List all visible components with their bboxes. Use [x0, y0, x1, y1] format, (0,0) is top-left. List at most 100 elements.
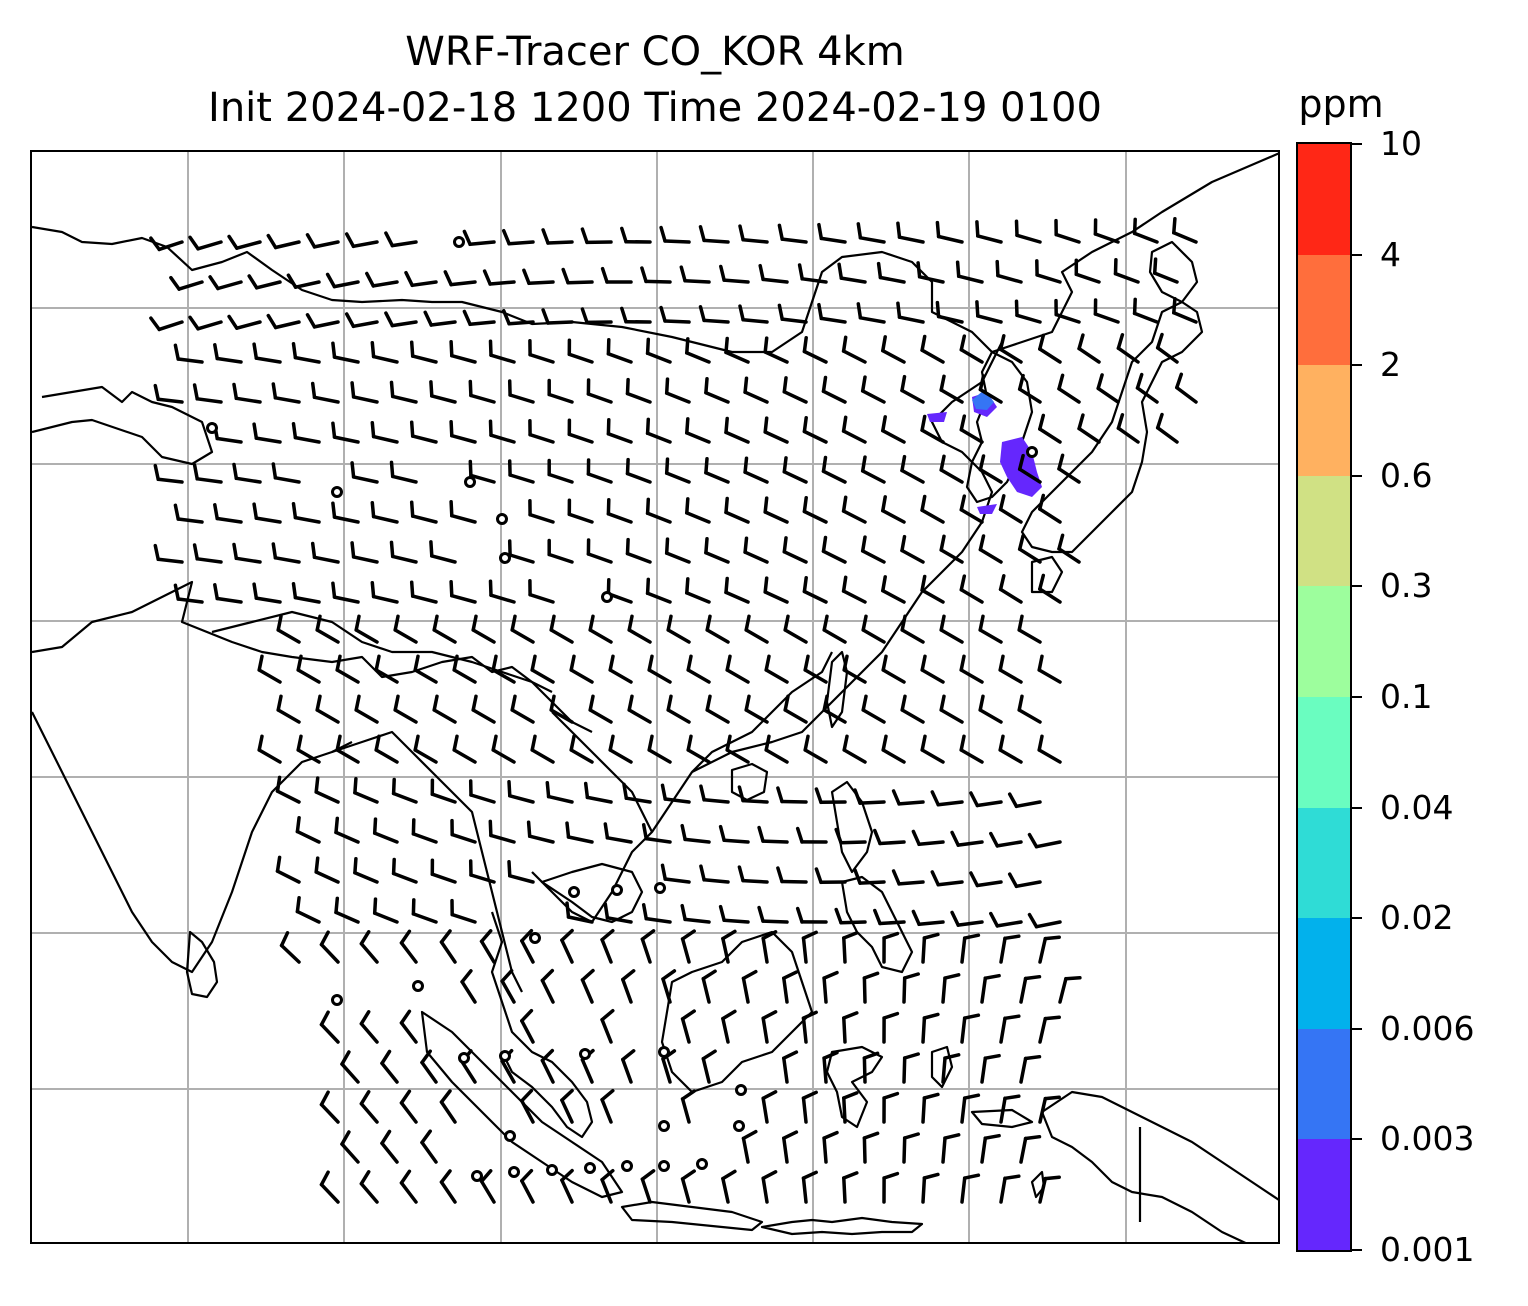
- western-border: [32, 385, 214, 466]
- wind-barb: [215, 356, 243, 364]
- wind-barb-feather: [1116, 333, 1125, 350]
- wind-barb-feather: [449, 419, 454, 438]
- calm-wind-circle: [331, 994, 343, 1006]
- indochina-coast: [531, 651, 833, 924]
- wind-barb: [359, 1101, 379, 1124]
- wind-barb-feather: [625, 457, 630, 476]
- wind-barb-feather: [686, 654, 693, 672]
- wind-barb: [822, 1136, 828, 1164]
- wind-barb-feather: [1023, 1054, 1042, 1061]
- wind-barb: [354, 628, 379, 644]
- wind-barb-feather: [501, 308, 511, 326]
- wind-barb: [380, 1061, 399, 1084]
- wind-barb-feather: [370, 500, 376, 519]
- wind-barb-feather: [541, 308, 550, 325]
- colorbar-segment: [1298, 918, 1350, 1029]
- wind-barb: [410, 434, 438, 444]
- wind-barb: [332, 355, 360, 364]
- wind-barb-feather: [724, 416, 729, 435]
- wind-barb-feather: [983, 1133, 1001, 1140]
- wind-barb: [530, 668, 555, 684]
- wind-barb: [763, 350, 789, 364]
- wind-barb-feather: [860, 455, 867, 473]
- wind-barb: [450, 832, 477, 844]
- wind-barb: [744, 708, 769, 724]
- wind-barb-feather: [625, 377, 630, 396]
- wind-barb: [702, 238, 730, 244]
- wind-barb-feather: [989, 911, 1000, 928]
- wind-barb-feather: [1043, 935, 1061, 941]
- wind-barb: [881, 348, 906, 364]
- wind-barb-feather: [680, 823, 687, 842]
- wind-barb-feather: [192, 383, 199, 401]
- colorbar-tick: [1352, 806, 1362, 809]
- wind-barb: [1132, 311, 1159, 324]
- wind-barb: [295, 829, 321, 844]
- wind-barb-feather: [314, 856, 320, 874]
- wind-barb: [1038, 1096, 1048, 1124]
- wind-barb-feather: [698, 225, 706, 243]
- wind-barb: [664, 391, 691, 404]
- wind-barb-feather: [622, 782, 629, 800]
- wind-barb-feather: [276, 614, 283, 632]
- wind-barb: [390, 394, 418, 404]
- tracer-core: [972, 390, 994, 410]
- java: [620, 1200, 764, 1232]
- wind-barb-feather: [930, 870, 940, 887]
- wind-barb-feather: [580, 227, 589, 245]
- wind-barb-feather: [679, 265, 687, 283]
- wind-barb-feather: [389, 540, 395, 559]
- wind-barb: [1057, 547, 1081, 564]
- wind-barb: [782, 1136, 789, 1164]
- calm-wind-circle: [464, 476, 476, 488]
- wind-barb-feather: [705, 614, 712, 632]
- wind-barb: [978, 467, 1003, 484]
- wind-barb: [1037, 668, 1062, 684]
- wind-barb-feather: [821, 375, 828, 394]
- wind-barb: [332, 280, 360, 289]
- wind-barb: [996, 273, 1023, 284]
- colorbar-tick: [1352, 585, 1362, 588]
- wind-barb: [273, 320, 301, 330]
- wind-barb: [235, 240, 262, 250]
- wind-barb-feather: [764, 654, 771, 672]
- wind-barb-feather: [404, 270, 414, 288]
- wind-barb: [1019, 1056, 1028, 1084]
- wind-barb: [995, 920, 1023, 928]
- wind-barb: [722, 278, 750, 284]
- wind-barb: [410, 354, 438, 364]
- wind-barb-feather: [232, 462, 239, 481]
- wind-barb-feather: [359, 1170, 371, 1186]
- wind-barb-feather: [975, 300, 980, 318]
- colorbar-unit-label: ppm: [1298, 82, 1384, 126]
- wind-barb: [413, 748, 438, 764]
- wind-barb-feather: [900, 694, 907, 712]
- wind-barb: [801, 1176, 808, 1204]
- wind-barb-feather: [510, 694, 517, 712]
- wind-barb-feather: [860, 375, 867, 393]
- wind-barb: [489, 593, 516, 604]
- wind-barb: [960, 1016, 967, 1044]
- wind-barb-feather: [802, 335, 808, 354]
- wind-barb-feather: [374, 734, 381, 752]
- wind-barb-feather: [291, 421, 298, 440]
- wind-barb-feather: [149, 236, 161, 252]
- wind-barb: [359, 941, 379, 964]
- wind-barb: [625, 471, 652, 484]
- wind-barb: [640, 1177, 652, 1204]
- wind-barb: [600, 1097, 613, 1124]
- wind-barb-feather: [409, 420, 415, 438]
- wind-barb: [999, 1016, 1007, 1044]
- wind-barb: [359, 1181, 379, 1204]
- wind-barb: [295, 909, 321, 924]
- colorbar-tick-label: 0.1: [1380, 677, 1433, 716]
- wind-barb-feather: [627, 694, 634, 712]
- wind-barb: [705, 628, 730, 644]
- wind-barb-feather: [549, 694, 556, 712]
- wind-barb: [430, 554, 457, 564]
- wind-barb: [508, 553, 535, 564]
- wind-barb-feather: [600, 266, 609, 284]
- wind-barb: [822, 1056, 828, 1084]
- philippines-south: [840, 875, 914, 974]
- wind-barb: [801, 1096, 808, 1124]
